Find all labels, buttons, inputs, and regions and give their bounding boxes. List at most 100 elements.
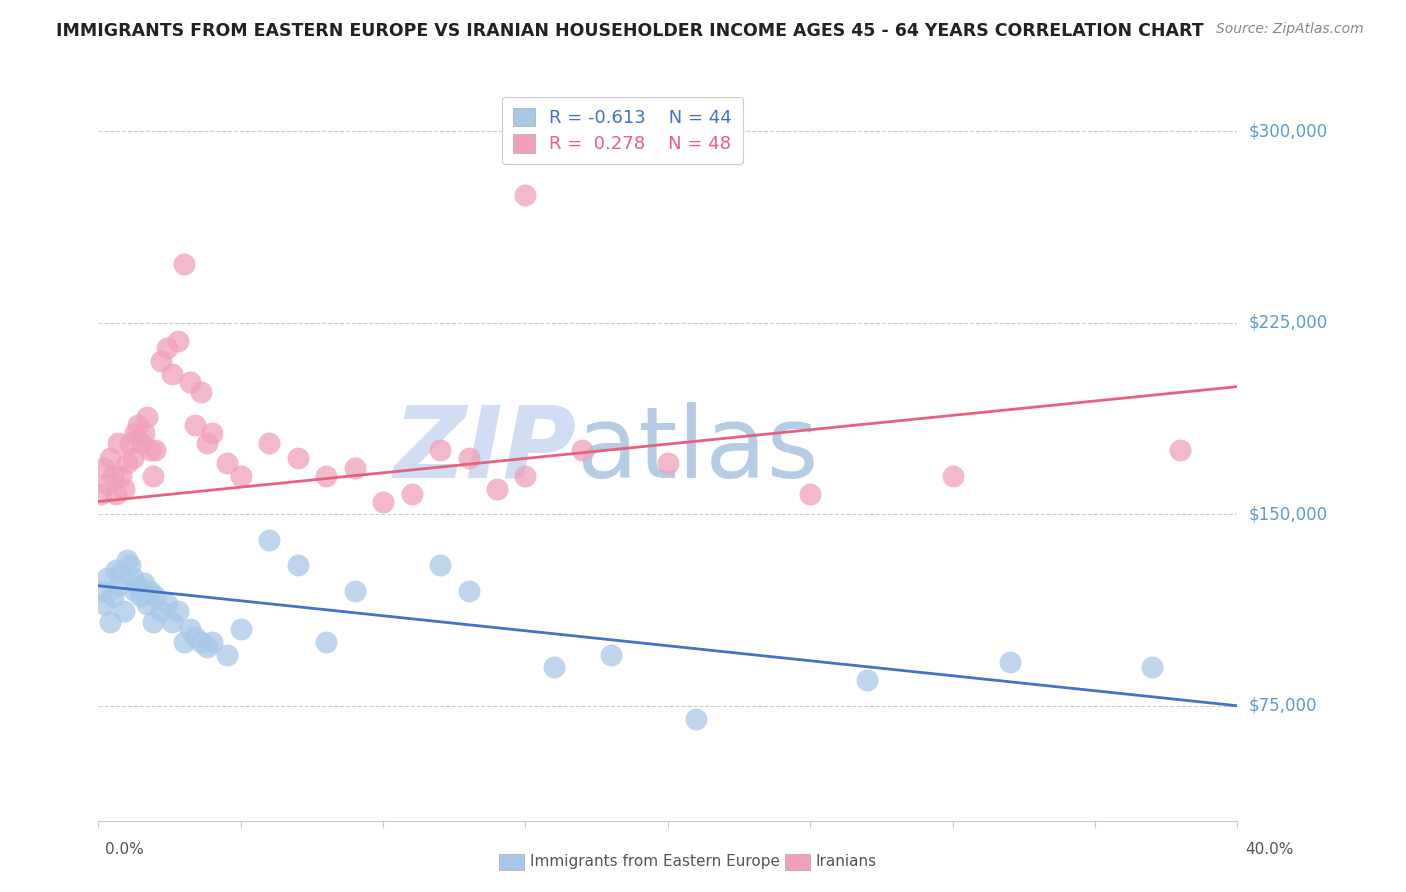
Immigrants from Eastern Europe [315, 635, 337, 649]
Immigrants from Eastern Europe [110, 566, 132, 580]
Text: Immigrants from Eastern Europe: Immigrants from Eastern Europe [530, 855, 780, 869]
Immigrants from Eastern Europe [121, 571, 143, 585]
Iranians [429, 443, 451, 458]
Immigrants from Eastern Europe [145, 589, 167, 603]
Iranians [373, 494, 395, 508]
Iranians [132, 425, 155, 440]
Iranians [110, 469, 132, 483]
Iranians [98, 451, 121, 466]
Iranians [229, 469, 252, 483]
Iranians [315, 469, 337, 483]
Iranians [145, 443, 167, 458]
Text: Source: ZipAtlas.com: Source: ZipAtlas.com [1216, 22, 1364, 37]
Iranians [457, 451, 479, 466]
Immigrants from Eastern Europe [343, 583, 366, 598]
Immigrants from Eastern Europe [93, 597, 115, 611]
Iranians [93, 461, 115, 475]
Text: 0.0%: 0.0% [105, 842, 145, 856]
Immigrants from Eastern Europe [124, 583, 146, 598]
Iranians [799, 487, 821, 501]
Iranians [135, 410, 157, 425]
Immigrants from Eastern Europe [184, 630, 207, 644]
Text: atlas: atlas [576, 402, 818, 499]
Immigrants from Eastern Europe [1140, 660, 1163, 674]
Text: $300,000: $300,000 [1249, 122, 1327, 140]
Iranians [115, 456, 138, 470]
Iranians [1170, 443, 1192, 458]
Immigrants from Eastern Europe [96, 571, 118, 585]
Immigrants from Eastern Europe [457, 583, 479, 598]
Immigrants from Eastern Europe [118, 558, 141, 573]
Immigrants from Eastern Europe [132, 576, 155, 591]
Legend: R = -0.613    N = 44, R =  0.278    N = 48: R = -0.613 N = 44, R = 0.278 N = 48 [502, 96, 742, 164]
Iranians [942, 469, 965, 483]
Iranians [571, 443, 593, 458]
Immigrants from Eastern Europe [115, 553, 138, 567]
Immigrants from Eastern Europe [856, 673, 879, 688]
Iranians [287, 451, 309, 466]
Iranians [179, 375, 201, 389]
Immigrants from Eastern Europe [287, 558, 309, 573]
Immigrants from Eastern Europe [195, 640, 218, 654]
Immigrants from Eastern Europe [429, 558, 451, 573]
Immigrants from Eastern Europe [127, 579, 149, 593]
Iranians [141, 469, 163, 483]
Iranians [127, 417, 149, 432]
Iranians [124, 425, 146, 440]
Immigrants from Eastern Europe [162, 615, 184, 629]
Immigrants from Eastern Europe [141, 615, 163, 629]
Iranians [138, 443, 160, 458]
Immigrants from Eastern Europe [167, 604, 190, 618]
Text: $75,000: $75,000 [1249, 697, 1317, 714]
Iranians [215, 456, 238, 470]
Text: ZIP: ZIP [394, 402, 576, 499]
Immigrants from Eastern Europe [156, 597, 179, 611]
Iranians [173, 257, 195, 271]
Immigrants from Eastern Europe [98, 615, 121, 629]
Iranians [195, 435, 218, 450]
Immigrants from Eastern Europe [201, 635, 224, 649]
Immigrants from Eastern Europe [215, 648, 238, 662]
Iranians [201, 425, 224, 440]
Iranians [515, 188, 537, 202]
Text: $225,000: $225,000 [1249, 314, 1327, 332]
Iranians [129, 435, 152, 450]
Text: 40.0%: 40.0% [1246, 842, 1294, 856]
Iranians [657, 456, 679, 470]
Immigrants from Eastern Europe [104, 564, 127, 578]
Iranians [343, 461, 366, 475]
Immigrants from Eastern Europe [190, 635, 212, 649]
Text: Iranians: Iranians [815, 855, 876, 869]
Immigrants from Eastern Europe [173, 635, 195, 649]
Iranians [150, 354, 173, 368]
Iranians [156, 342, 179, 356]
Iranians [190, 384, 212, 399]
Iranians [401, 487, 423, 501]
Iranians [184, 417, 207, 432]
Immigrants from Eastern Europe [138, 583, 160, 598]
Text: IMMIGRANTS FROM EASTERN EUROPE VS IRANIAN HOUSEHOLDER INCOME AGES 45 - 64 YEARS : IMMIGRANTS FROM EASTERN EUROPE VS IRANIA… [56, 22, 1204, 40]
Iranians [167, 334, 190, 348]
Iranians [486, 482, 509, 496]
Iranians [101, 469, 124, 483]
Immigrants from Eastern Europe [135, 597, 157, 611]
Immigrants from Eastern Europe [179, 622, 201, 636]
Iranians [118, 435, 141, 450]
Immigrants from Eastern Europe [129, 589, 152, 603]
Iranians [259, 435, 281, 450]
Immigrants from Eastern Europe [685, 712, 707, 726]
Immigrants from Eastern Europe [600, 648, 623, 662]
Immigrants from Eastern Europe [107, 579, 129, 593]
Iranians [515, 469, 537, 483]
Iranians [107, 435, 129, 450]
Iranians [121, 451, 143, 466]
Immigrants from Eastern Europe [229, 622, 252, 636]
Iranians [96, 476, 118, 491]
Immigrants from Eastern Europe [112, 604, 135, 618]
Immigrants from Eastern Europe [101, 589, 124, 603]
Iranians [162, 367, 184, 381]
Immigrants from Eastern Europe [543, 660, 565, 674]
Iranians [90, 487, 112, 501]
Immigrants from Eastern Europe [998, 656, 1021, 670]
Iranians [104, 487, 127, 501]
